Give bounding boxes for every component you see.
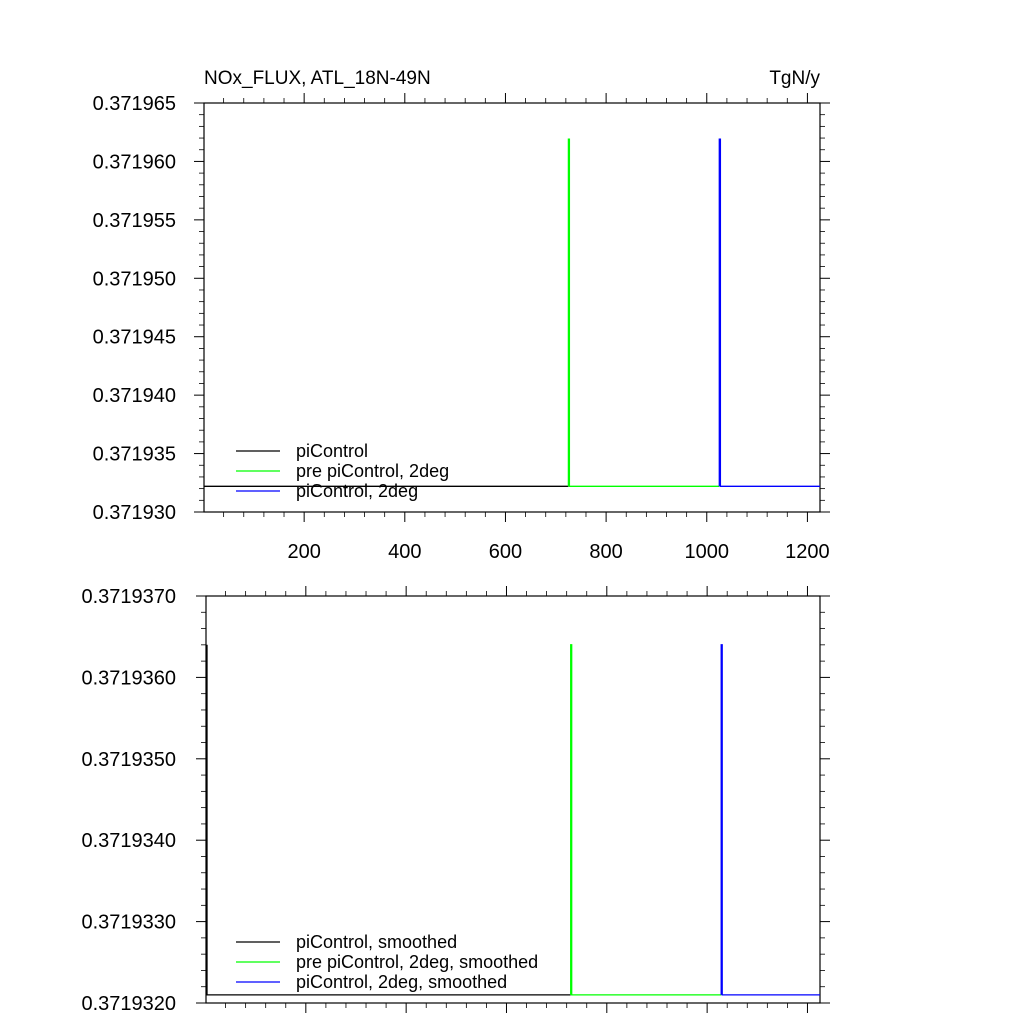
x-tick-label: 1000: [685, 541, 730, 563]
legend-label: piControl, 2deg, smoothed: [296, 972, 507, 992]
series-line: [567, 138, 720, 487]
x-tick-label: 1200: [785, 541, 830, 563]
series-line: [720, 644, 820, 996]
legend-label: pre piControl, 2deg, smoothed: [296, 952, 538, 972]
y-tick-label: 0.3719320: [81, 993, 176, 1015]
plot-frame: [205, 595, 821, 1004]
y-tick-label: 0.371950: [93, 268, 176, 290]
y-tick-label: 0.3719370: [81, 586, 176, 608]
y-tick-label: 0.371955: [93, 210, 176, 232]
x-tick-label: 400: [388, 541, 421, 563]
y-tick-label: 0.371960: [93, 151, 176, 173]
legend-label: piControl, 2deg: [296, 481, 418, 501]
series-line: [570, 644, 722, 996]
y-tick-label: 0.371930: [93, 502, 176, 524]
x-tick-label: 600: [489, 541, 522, 563]
series-line: [206, 644, 571, 996]
x-tick-label: 200: [287, 541, 320, 563]
series-line: [718, 138, 820, 487]
y-tick-label: 0.371940: [93, 385, 176, 407]
units-label: TgN/y: [769, 68, 820, 89]
y-tick-label: 0.371945: [93, 327, 176, 349]
top-panel: 0.371930 0.371935 0.371940 0.371945 0.371950…: [93, 93, 830, 563]
y-tick-label: 0.3719340: [81, 830, 176, 852]
legend-label: piControl: [296, 441, 368, 461]
y-tick-label: 0.371965: [93, 93, 176, 115]
bottom-panel: 0.3719320 0.3719330 0.3719340 0.3719350 0.37…: [81, 586, 830, 1015]
y-tick-label: 0.371935: [93, 444, 176, 466]
y-tick-label: 0.3719360: [81, 667, 176, 689]
y-tick-label: 0.3719350: [81, 749, 176, 771]
x-tick-label: 800: [589, 541, 622, 563]
legend-label: piControl, smoothed: [296, 932, 457, 952]
legend-label: pre piControl, 2deg: [296, 461, 449, 481]
plot-frame: [203, 102, 821, 513]
y-tick-label: 0.3719330: [81, 912, 176, 934]
chart-title: NOx_FLUX, ATL_18N-49N: [204, 68, 431, 89]
